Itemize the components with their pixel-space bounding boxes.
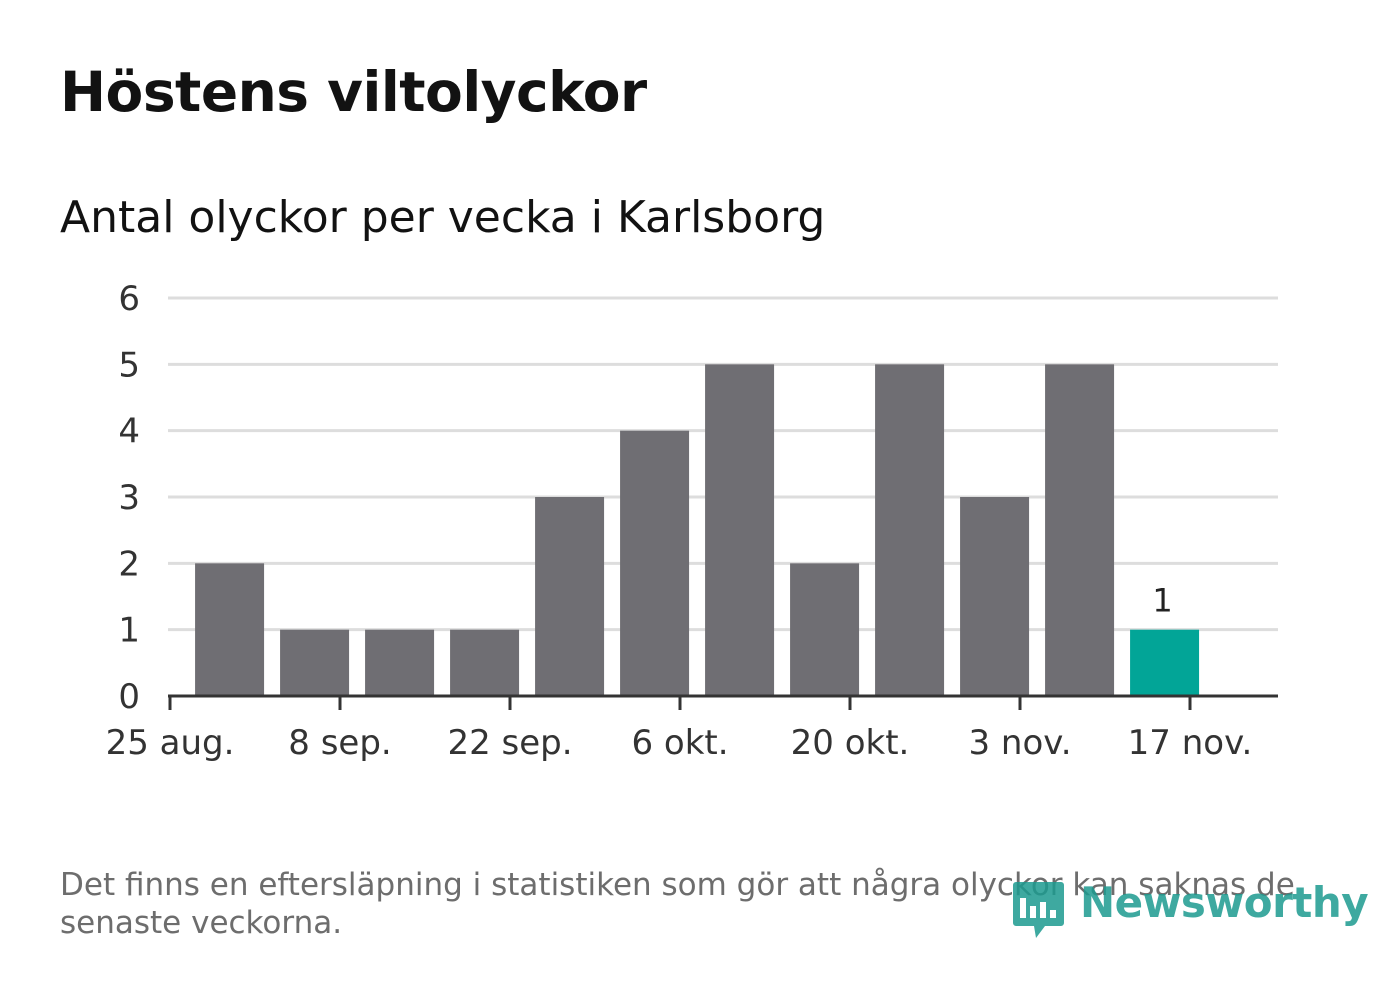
y-tick-label: 0 (118, 677, 140, 717)
y-tick-label: 2 (118, 544, 140, 584)
newsworthy-wordmark: Newsworthy (1080, 878, 1369, 927)
y-tick-label: 5 (118, 345, 140, 385)
x-tick-label: 8 sep. (288, 723, 391, 763)
footnote: Det finns en eftersläpning i statistiken… (60, 867, 1295, 941)
bar-chart: 0 1 2 3 4 5 6 1 25 aug. 8 sep. 22 sep. 6 okt. 20 okt… (106, 279, 1278, 763)
y-tick-label: 4 (118, 412, 140, 452)
x-tick-label: 17 nov. (1128, 723, 1253, 763)
bar (960, 497, 1030, 696)
bar (450, 629, 520, 696)
bar (535, 497, 605, 696)
x-tick-label: 20 okt. (791, 723, 910, 763)
bar (705, 364, 775, 696)
newsworthy-bar-chart-icon (1013, 882, 1064, 938)
chart-subtitle: Antal olyckor per vecka i Karlsborg (60, 192, 826, 243)
bar-highlight (1130, 629, 1200, 696)
x-tick-label: 25 aug. (106, 723, 235, 763)
bar (280, 629, 350, 696)
x-tick-label: 6 okt. (631, 723, 728, 763)
bar (365, 629, 435, 696)
newsworthy-logo: Newsworthy (1010, 876, 1369, 942)
y-tick-label: 1 (118, 611, 140, 651)
bar (790, 563, 860, 696)
bar (1045, 364, 1115, 696)
bar (875, 364, 945, 696)
data-label: 1 (1152, 582, 1172, 620)
x-tick-label: 3 nov. (968, 723, 1071, 763)
x-tick-label: 22 sep. (447, 723, 572, 763)
bar (195, 563, 265, 696)
bar (620, 430, 690, 696)
y-tick-label: 6 (118, 279, 140, 319)
chart-title: Höstens viltolyckor (60, 60, 647, 124)
y-tick-label: 3 (118, 478, 140, 518)
